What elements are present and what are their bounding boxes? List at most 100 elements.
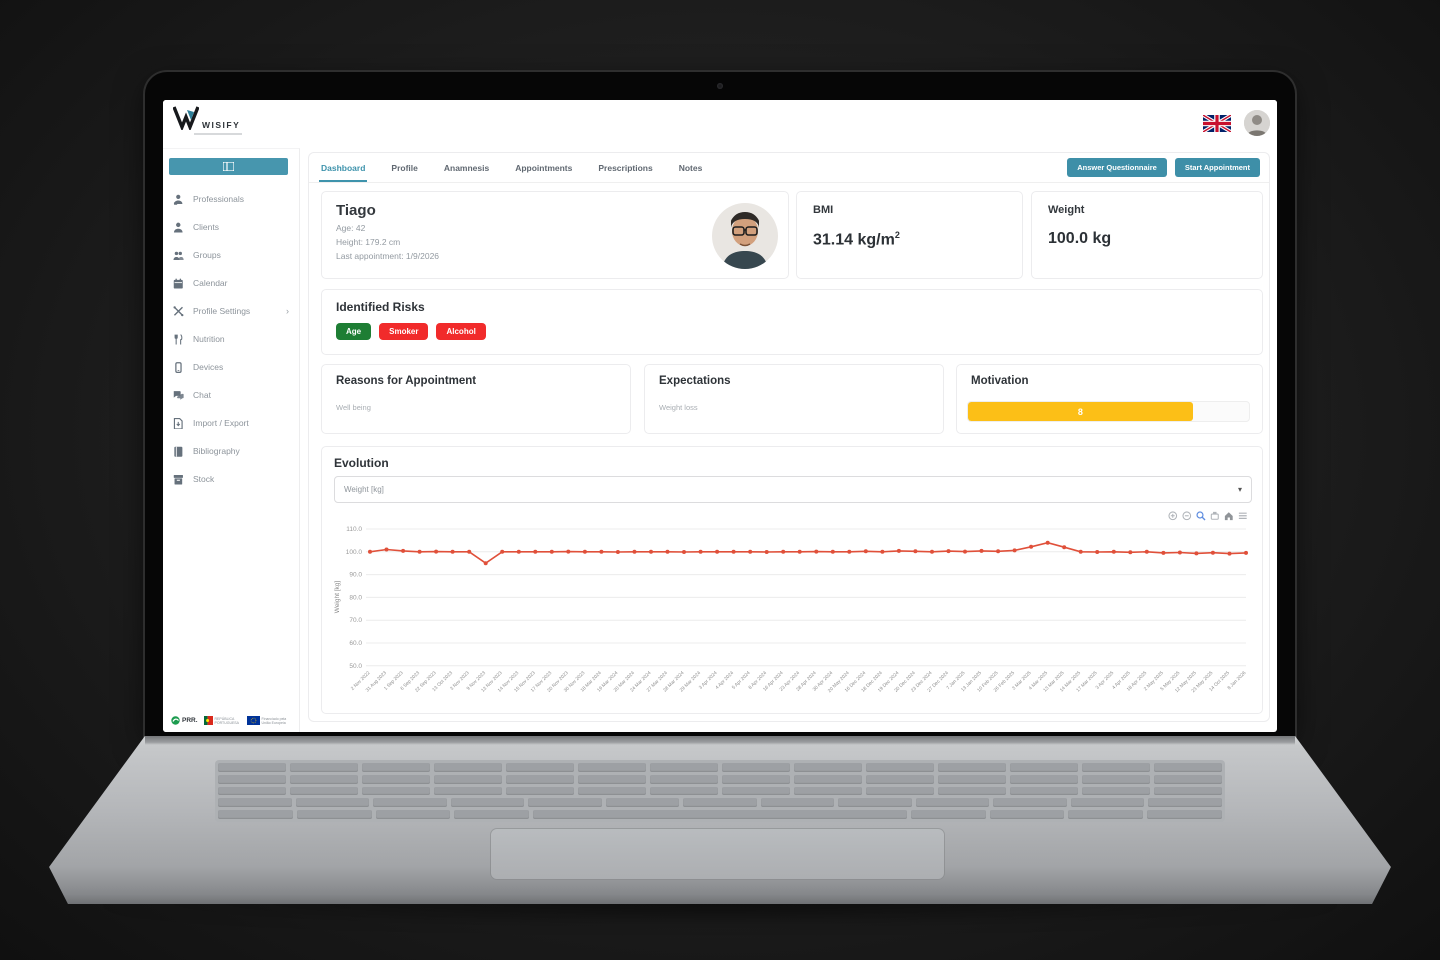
sidebar-toggle-button[interactable] — [169, 158, 288, 175]
brand-name: WISIFY — [202, 120, 241, 130]
tab-dashboard[interactable]: Dashboard — [318, 153, 368, 182]
keyboard-row — [218, 798, 1222, 808]
zoom-search-icon[interactable] — [1196, 508, 1206, 521]
sidebar-item-professionals[interactable]: Professionals — [163, 185, 299, 213]
key — [296, 810, 372, 819]
key — [910, 810, 986, 819]
key — [1148, 798, 1222, 808]
zoom-out-icon[interactable] — [1182, 508, 1192, 521]
pan-icon[interactable] — [1210, 508, 1220, 520]
start-appointment-button[interactable]: Start Appointment — [1174, 158, 1260, 177]
home-icon[interactable] — [1224, 508, 1234, 521]
zoom-in-icon[interactable] — [1168, 508, 1178, 521]
evolution-title: Evolution — [334, 456, 389, 470]
key — [506, 763, 574, 772]
wisify-logo-icon — [173, 106, 199, 130]
sidebar-item-profile-settings[interactable]: Profile Settings › — [163, 297, 299, 325]
key — [722, 786, 790, 796]
bmi-value: 31.14 kg/m2 — [813, 230, 900, 249]
key — [1010, 774, 1078, 784]
expectations-card: Expectations Weight loss — [644, 364, 944, 434]
devices-icon — [175, 361, 182, 373]
key — [434, 774, 502, 784]
user-avatar[interactable] — [1244, 110, 1270, 136]
evolution-chart: 110.0 100.0 90.0 80.0 70.0 60.0 50.0 Weight [kg… — [332, 517, 1254, 713]
chevron-right-icon: › — [286, 306, 289, 316]
settings-icon — [173, 305, 184, 316]
answer-questionnaire-button[interactable]: Answer Questionnaire — [1067, 158, 1167, 177]
svg-text:80.0: 80.0 — [349, 594, 362, 601]
sidebar-footer-logos: PRR. REPÚBLICA PORTUGUESA Financiado pel… — [171, 716, 288, 725]
sidebar-item-calendar[interactable]: Calendar — [163, 269, 299, 297]
menu-icon[interactable] — [1238, 508, 1248, 519]
sidebar-item-nutrition[interactable]: Nutrition — [163, 325, 299, 353]
sidebar-item-label: Devices — [193, 362, 224, 372]
key — [454, 810, 530, 819]
sidebar-item-label: Groups — [193, 250, 221, 260]
key — [1082, 786, 1150, 796]
sidebar-item-chat[interactable]: Chat — [163, 381, 299, 409]
patient-last-appointment: Last appointment: 1/9/2026 — [336, 251, 440, 261]
sidebar-item-import-export[interactable]: Import / Export — [163, 409, 299, 437]
svg-text:100.0: 100.0 — [346, 549, 363, 556]
key — [683, 798, 757, 808]
portugal-flag-icon — [203, 716, 213, 725]
chat-icon — [173, 390, 184, 400]
key — [794, 763, 862, 772]
key — [528, 798, 602, 808]
key — [1147, 810, 1222, 819]
republica-label: REPÚBLICA PORTUGUESA — [214, 716, 239, 725]
eu-flag-icon — [246, 716, 260, 725]
keyboard-row — [218, 774, 1222, 784]
weight-value: 100.0 kg — [1048, 230, 1112, 247]
chart-modebar — [1168, 508, 1248, 521]
key — [1154, 774, 1222, 784]
patient-name: Tiago — [336, 202, 376, 219]
weight-card: Weight 100.0 kg — [1031, 191, 1263, 279]
identified-risks-card: Identified Risks Age Smoker Alcohol — [321, 289, 1263, 355]
key — [722, 774, 790, 784]
key — [218, 810, 293, 819]
spacebar-key — [533, 810, 907, 819]
key — [290, 774, 358, 784]
uk-flag-icon[interactable] — [1202, 113, 1232, 134]
key — [218, 763, 286, 772]
laptop-base — [49, 736, 1391, 904]
key — [605, 798, 680, 808]
risk-badge-smoker: Smoker — [379, 323, 429, 340]
key — [434, 763, 502, 772]
tab-notes[interactable]: Notes — [678, 162, 703, 173]
tab-anamnesis[interactable]: Anamnesis — [443, 162, 490, 173]
sidebar-item-bibliography[interactable]: Bibliography — [163, 437, 299, 465]
evolution-card: Evolution Weight [kg] ▾ 110.0 100.0 90.0 80… — [321, 446, 1263, 714]
webcam-icon — [717, 83, 723, 89]
tab-prescriptions[interactable]: Prescriptions — [598, 162, 653, 173]
chevron-down-icon: ▾ — [1237, 485, 1242, 494]
key — [938, 786, 1006, 796]
brand-logo: WISIFY — [173, 106, 240, 130]
identified-risks-title: Identified Risks — [336, 300, 425, 314]
laptop-keyboard — [215, 760, 1225, 822]
key — [938, 774, 1006, 784]
motivation-progress-fill: 8 — [968, 402, 1193, 421]
brand-tagline — [194, 133, 242, 135]
sidebar-item-clients[interactable]: Clients — [163, 213, 299, 241]
key — [993, 798, 1067, 808]
sidebar-item-label: Clients — [193, 222, 219, 232]
svg-text:70.0: 70.0 — [349, 617, 362, 624]
sidebar-item-groups[interactable]: Groups — [163, 241, 299, 269]
expectations-value: Weight loss — [659, 403, 698, 412]
eu-label: Financiado pela União Europeia — [261, 716, 287, 725]
bmi-label: BMI — [813, 204, 834, 216]
evolution-metric-select[interactable]: Weight [kg] ▾ — [334, 476, 1252, 503]
key — [866, 774, 934, 784]
svg-text:60.0: 60.0 — [349, 640, 362, 647]
sidebar-item-stock[interactable]: Stock — [163, 465, 299, 493]
tab-appointments[interactable]: Appointments — [515, 162, 573, 173]
key — [1154, 763, 1222, 772]
tab-profile[interactable]: Profile — [391, 162, 418, 173]
key — [650, 763, 718, 772]
sidebar-item-label: Profile Settings — [193, 306, 251, 316]
key — [375, 810, 451, 819]
sidebar-item-devices[interactable]: Devices — [163, 353, 299, 381]
